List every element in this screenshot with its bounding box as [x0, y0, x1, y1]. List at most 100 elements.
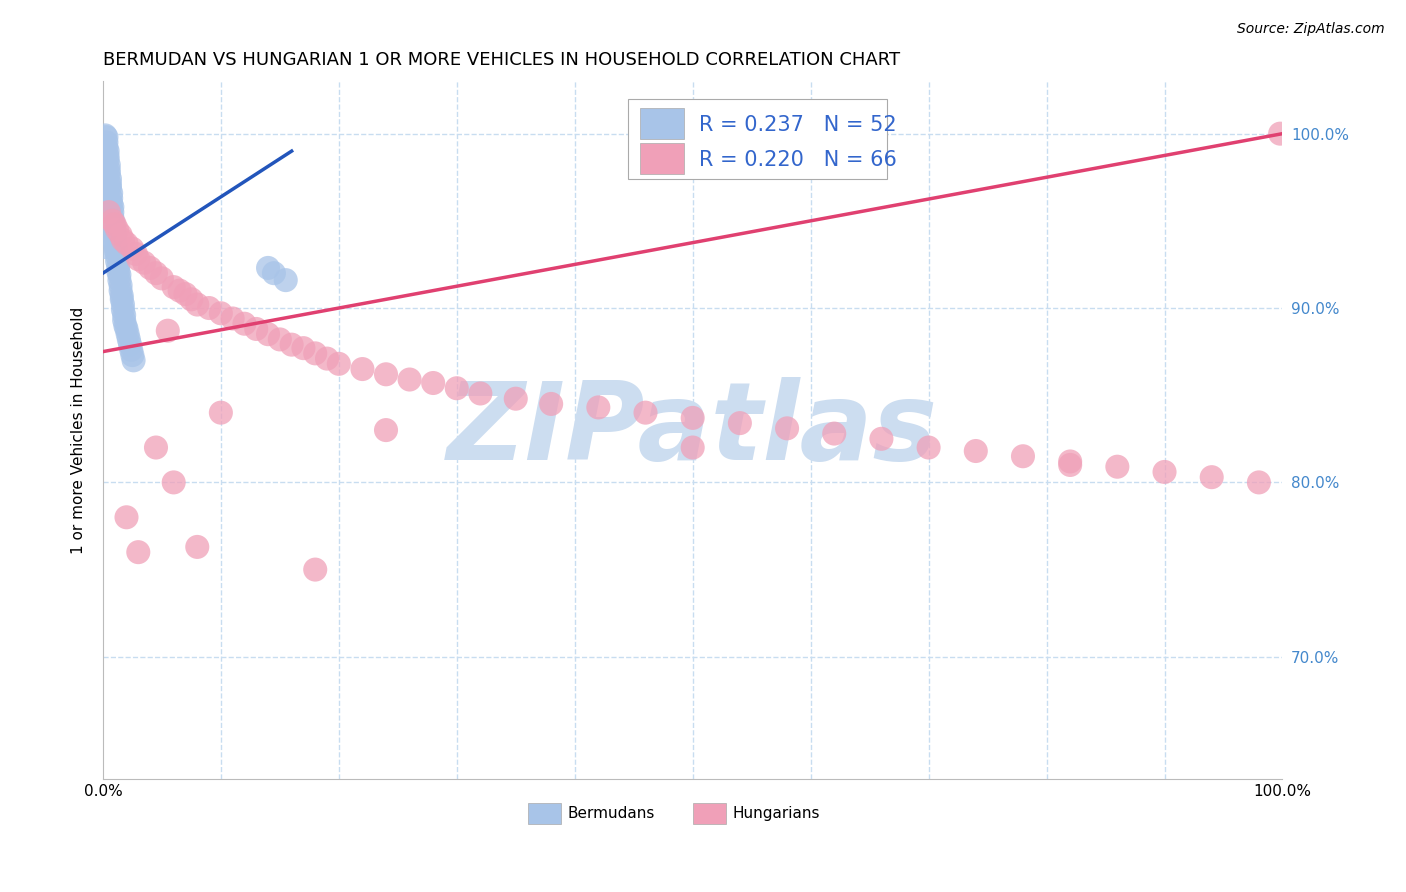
Point: [100, 186, 122, 200]
FancyBboxPatch shape: [527, 804, 561, 824]
Point: [94, 240, 117, 254]
Point: [145, 266, 167, 280]
Point: [823, 426, 845, 441]
Point: [1059, 454, 1081, 468]
Point: [103, 216, 125, 230]
Point: [127, 545, 149, 559]
Point: [118, 337, 141, 351]
Point: [105, 222, 128, 236]
Point: [111, 293, 134, 307]
Point: [97, 167, 120, 181]
Point: [110, 284, 132, 298]
Point: [125, 247, 148, 261]
Point: [917, 441, 939, 455]
Point: [1012, 449, 1035, 463]
Point: [257, 327, 280, 342]
Point: [104, 229, 127, 244]
Point: [104, 240, 127, 254]
Point: [107, 264, 129, 278]
Point: [96, 140, 118, 154]
Point: [352, 362, 374, 376]
Point: [104, 224, 127, 238]
Point: [121, 242, 143, 256]
Point: [115, 236, 138, 251]
Point: [101, 200, 124, 214]
Point: [634, 406, 657, 420]
FancyBboxPatch shape: [640, 143, 685, 174]
Point: [505, 392, 527, 406]
Point: [97, 205, 120, 219]
Text: BERMUDAN VS HUNGARIAN 1 OR MORE VEHICLES IN HOUSEHOLD CORRELATION CHART: BERMUDAN VS HUNGARIAN 1 OR MORE VEHICLES…: [103, 51, 900, 69]
Point: [104, 235, 127, 249]
Point: [163, 475, 186, 490]
Point: [110, 227, 132, 242]
Point: [470, 386, 492, 401]
Point: [198, 301, 221, 315]
Point: [98, 172, 121, 186]
Point: [728, 416, 751, 430]
Point: [263, 266, 285, 280]
Point: [105, 249, 128, 263]
Point: [122, 353, 145, 368]
Point: [180, 293, 202, 307]
Point: [1268, 127, 1291, 141]
Point: [245, 322, 267, 336]
Point: [96, 136, 118, 150]
Point: [101, 214, 124, 228]
FancyBboxPatch shape: [628, 99, 887, 179]
Text: Hungarians: Hungarians: [733, 806, 820, 822]
Point: [540, 397, 562, 411]
Point: [156, 324, 179, 338]
Text: Bermudans: Bermudans: [568, 806, 655, 822]
Point: [588, 401, 610, 415]
Point: [1201, 470, 1223, 484]
Point: [375, 423, 398, 437]
Point: [1107, 459, 1129, 474]
Point: [97, 149, 120, 163]
Text: R = 0.237   N = 52: R = 0.237 N = 52: [699, 115, 896, 136]
Point: [221, 311, 243, 326]
Point: [682, 441, 704, 455]
Point: [111, 302, 134, 317]
Point: [145, 441, 167, 455]
Point: [108, 273, 131, 287]
Point: [98, 178, 121, 192]
Point: [375, 368, 398, 382]
Point: [1153, 465, 1175, 479]
Point: [233, 317, 256, 331]
Point: [398, 372, 420, 386]
Point: [103, 219, 125, 233]
Point: [965, 444, 987, 458]
Text: R = 0.220   N = 66: R = 0.220 N = 66: [699, 150, 897, 170]
Point: [328, 357, 350, 371]
FancyBboxPatch shape: [640, 108, 685, 139]
Point: [150, 271, 173, 285]
Point: [316, 351, 339, 366]
Point: [304, 346, 326, 360]
Point: [94, 128, 117, 143]
Point: [100, 191, 122, 205]
Point: [112, 313, 135, 327]
Point: [186, 540, 208, 554]
Point: [101, 211, 124, 225]
Point: [269, 333, 291, 347]
Point: [111, 233, 134, 247]
Point: [186, 297, 208, 311]
Point: [134, 255, 156, 269]
Point: [112, 308, 135, 322]
Point: [105, 254, 128, 268]
Point: [682, 410, 704, 425]
Point: [121, 348, 143, 362]
Point: [97, 158, 120, 172]
Point: [104, 217, 127, 231]
Point: [870, 432, 893, 446]
Point: [139, 260, 162, 275]
Point: [111, 297, 134, 311]
Point: [174, 287, 197, 301]
Point: [1247, 475, 1270, 490]
Point: [127, 252, 149, 267]
Point: [280, 337, 302, 351]
Point: [776, 421, 799, 435]
FancyBboxPatch shape: [693, 804, 725, 824]
Point: [209, 406, 232, 420]
